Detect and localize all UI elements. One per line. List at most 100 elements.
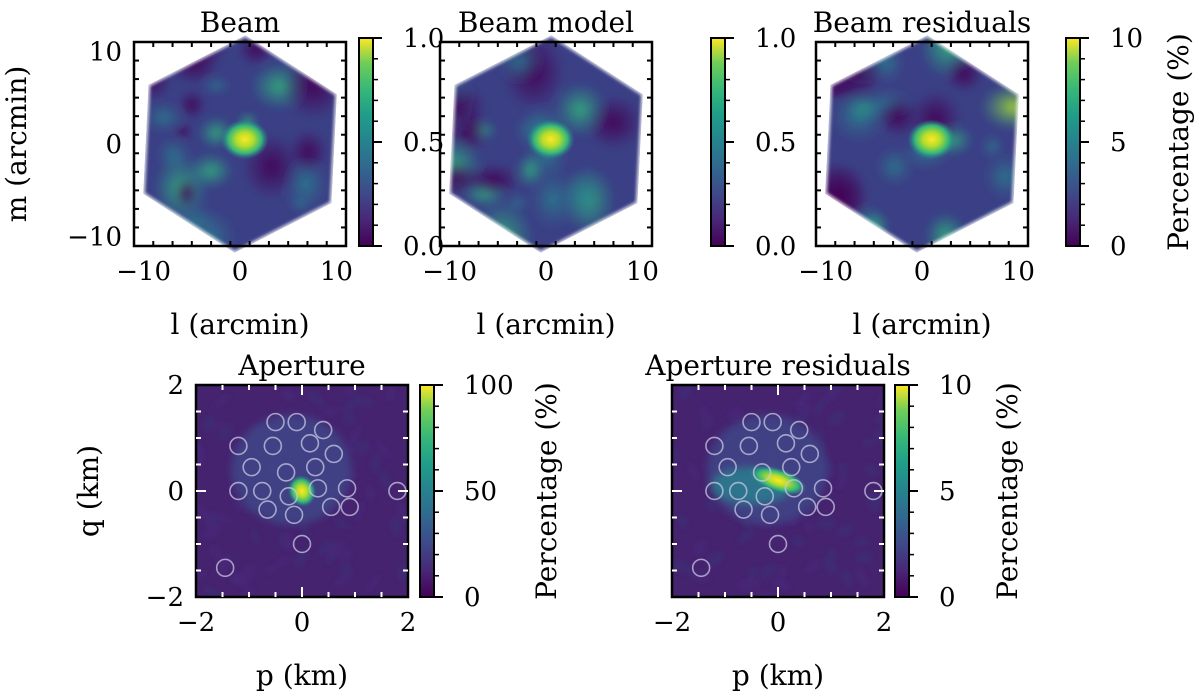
colorbar [1065, 37, 1081, 247]
y-tick-label: 2 [167, 371, 184, 401]
beam-peak [526, 119, 575, 160]
beam-pattern [825, 35, 1019, 253]
beam-pattern [449, 35, 643, 253]
station-marker [258, 500, 277, 519]
station-marker [705, 436, 724, 456]
station-marker [279, 487, 299, 506]
panel-title: Aperture [237, 349, 365, 382]
colorbar-tick-label: 10 [939, 371, 972, 401]
y-axis-label: m (arcmin) [0, 66, 33, 223]
station-marker [276, 463, 296, 482]
y-tick-label: 0 [105, 130, 122, 160]
station-marker [305, 457, 325, 477]
panel-aperture-residuals: −2 0 2 Aperture residuals p (km) 0 5 10 Percenta… [644, 349, 1024, 692]
aperture-peak [749, 465, 807, 496]
station-marker [242, 457, 261, 477]
station-marker [215, 558, 235, 578]
panel-beam-model: −10 0 10 Beam model l (arcmin) 0.0 0.5 1.0 [422, 6, 796, 341]
x-tick-label: 0 [914, 257, 931, 287]
colorbar-tick-label: 0 [464, 583, 481, 613]
colorbar-tick-label: 10 [1110, 24, 1143, 54]
panel-title: Beam residuals [813, 6, 1032, 39]
station-marker [742, 412, 761, 432]
x-tick-label: 0 [294, 608, 311, 638]
colorbar-tick-label: 5 [1110, 128, 1127, 158]
colorbar-tick-label: 100 [464, 371, 514, 401]
station-marker [728, 481, 748, 501]
aperture-map [672, 385, 884, 597]
x-tick-label: 10 [626, 257, 659, 287]
station-marker [324, 444, 344, 464]
beam-pattern [143, 35, 337, 253]
station-marker [284, 505, 304, 525]
colorbar-tick-label: 0 [939, 583, 956, 613]
y-axis-label: q (km) [72, 445, 105, 537]
station-marker [300, 434, 320, 453]
station-marker [287, 412, 306, 432]
station-marker [229, 436, 248, 456]
x-tick-label: 10 [1002, 257, 1035, 287]
colorbar-tick-label: 1.0 [403, 24, 444, 54]
panel-title: Beam [200, 6, 280, 39]
panel-beam: −10 0 10 −10 0 10 Beam l (arcmin) m (arcmin) 0.0 0… [0, 6, 444, 341]
aperture-map [196, 385, 408, 597]
colorbar-tick-label: 0.5 [755, 128, 796, 158]
axes-frame [438, 40, 654, 248]
x-tick-label: 0 [232, 257, 249, 287]
colorbar [358, 37, 374, 247]
colorbar-tick-label: 0.0 [755, 232, 796, 262]
station-marker [755, 487, 775, 506]
station-marker [252, 481, 272, 501]
station-marker [752, 463, 772, 482]
x-axis-label: l (arcmin) [476, 308, 615, 341]
station-marker [266, 412, 285, 432]
beam-peak [220, 119, 269, 160]
aperture-peak [287, 475, 317, 507]
x-tick-label: −10 [116, 257, 171, 287]
x-tick-label: −10 [798, 257, 853, 287]
station-marker [340, 497, 359, 517]
station-marker [760, 505, 780, 525]
station-marker [292, 534, 312, 554]
x-tick-label: 10 [320, 257, 353, 287]
colorbar-tick-label: 0 [1110, 232, 1127, 262]
station-marker [789, 420, 809, 440]
station-marker [718, 457, 737, 477]
colorbar [419, 384, 435, 598]
y-tick-label: 10 [89, 37, 122, 67]
station-marker [776, 434, 796, 453]
panel-title: Aperture residuals [644, 349, 911, 382]
colorbar-label: Percentage (%) [1162, 33, 1195, 251]
station-marker [763, 412, 782, 432]
x-axis-label: l (arcmin) [170, 308, 309, 341]
colorbar-label: Percentage (%) [530, 382, 563, 600]
station-marker [816, 497, 835, 517]
station-marker [263, 436, 283, 456]
x-tick-label: −2 [653, 608, 691, 638]
x-tick-label: 2 [400, 608, 417, 638]
x-tick-label: −2 [177, 608, 215, 638]
station-marker [813, 479, 833, 498]
x-tick-label: −10 [422, 257, 477, 287]
station-marker [321, 497, 341, 517]
x-axis-label: l (arcmin) [852, 308, 991, 341]
colorbar-label: Percentage (%) [991, 382, 1024, 600]
x-tick-label: 2 [876, 608, 893, 638]
colorbar-tick-label: 5 [939, 477, 956, 507]
panel-beam-residuals: −10 0 10 Beam residuals l (arcmin) 0 5 10 Percen… [798, 6, 1195, 341]
beam-peak [907, 119, 956, 160]
colorbar-tick-label: 0.5 [403, 128, 444, 158]
station-marker [308, 479, 328, 498]
y-tick-label: −10 [67, 223, 122, 253]
station-marker [768, 534, 788, 554]
station-marker [797, 497, 817, 517]
y-tick-label: 0 [167, 477, 184, 507]
station-marker [734, 500, 753, 519]
station-marker [705, 481, 724, 501]
x-tick-label: 0 [770, 608, 787, 638]
station-marker [739, 436, 759, 456]
y-tick-label: −2 [146, 583, 184, 613]
panel-title: Beam model [458, 6, 634, 39]
axes-frame [132, 40, 348, 248]
